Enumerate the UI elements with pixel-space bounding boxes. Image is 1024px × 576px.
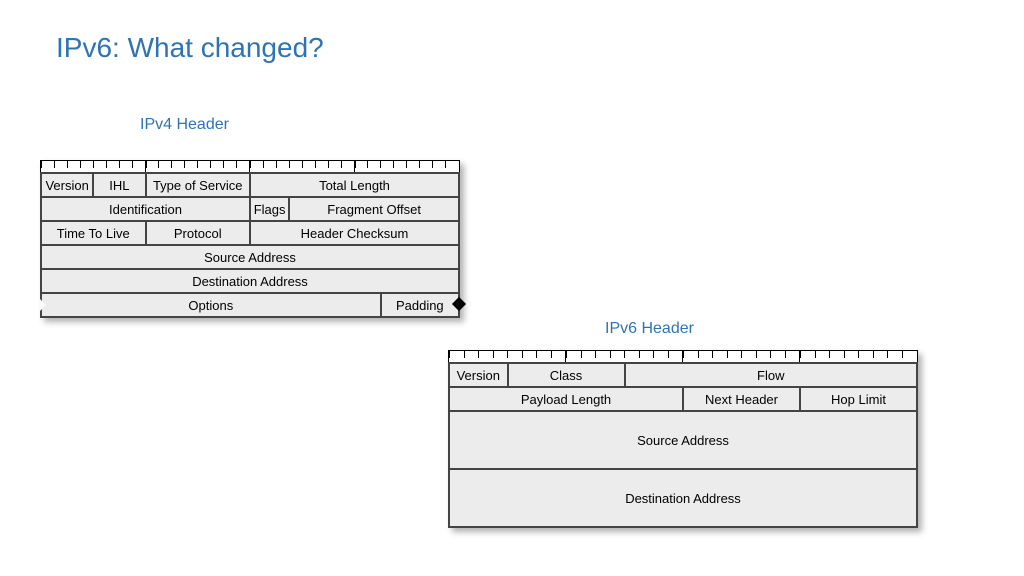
header-field: Protocol	[146, 221, 251, 245]
header-field: Fragment Offset	[289, 197, 459, 221]
header-field: Hop Limit	[800, 387, 917, 411]
ipv4-label: IPv4 Header	[140, 116, 229, 134]
header-field: Source Address	[449, 411, 917, 469]
ipv4-grid: VersionIHLType of ServiceTotal LengthIde…	[40, 172, 460, 318]
ipv6-label: IPv6 Header	[605, 320, 694, 338]
header-field: Identification	[41, 197, 250, 221]
ipv4-bit-ruler	[40, 160, 460, 172]
header-field: Padding	[381, 293, 459, 317]
header-field: Options	[41, 293, 381, 317]
header-field: Next Header	[683, 387, 800, 411]
header-field: Class	[508, 363, 625, 387]
ipv6-header-diagram: VersionClassFlowPayload LengthNext Heade…	[448, 350, 918, 528]
ipv6-grid: VersionClassFlowPayload LengthNext Heade…	[448, 362, 918, 528]
header-field: Version	[449, 363, 508, 387]
header-field: Time To Live	[41, 221, 146, 245]
ipv4-options-left-notch	[40, 299, 46, 311]
header-field: Payload Length	[449, 387, 683, 411]
ipv6-bit-ruler	[448, 350, 918, 362]
ipv4-header-diagram: VersionIHLType of ServiceTotal LengthIde…	[40, 160, 460, 318]
header-field: Destination Address	[41, 269, 459, 293]
header-field: Header Checksum	[250, 221, 459, 245]
header-field: Flow	[625, 363, 918, 387]
header-field: IHL	[93, 173, 145, 197]
header-field: Source Address	[41, 245, 459, 269]
header-field: Total Length	[250, 173, 459, 197]
slide-title: IPv6: What changed?	[56, 32, 324, 64]
header-field: Type of Service	[146, 173, 251, 197]
header-field: Flags	[250, 197, 289, 221]
header-field: Destination Address	[449, 469, 917, 527]
header-field: Version	[41, 173, 93, 197]
